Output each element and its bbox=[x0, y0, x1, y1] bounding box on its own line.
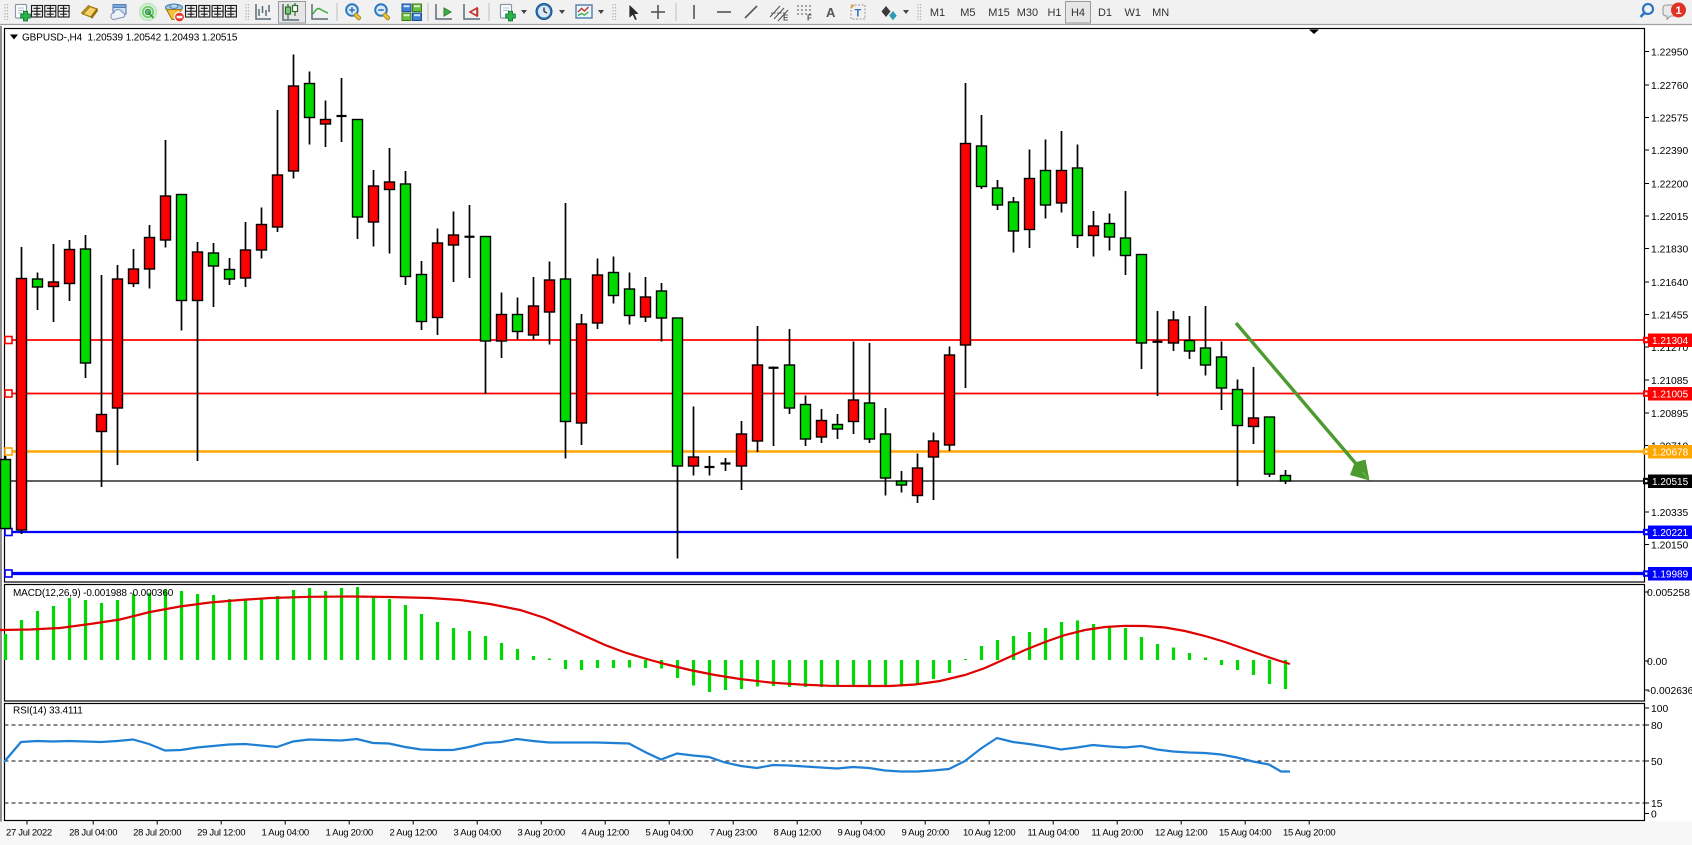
svg-text:M15: M15 bbox=[988, 7, 1009, 19]
svg-text:H1: H1 bbox=[1047, 7, 1061, 19]
svg-text:8 Aug 12:00: 8 Aug 12:00 bbox=[773, 828, 820, 839]
svg-text:29 Jul 12:00: 29 Jul 12:00 bbox=[197, 828, 245, 839]
svg-text:1.21270: 1.21270 bbox=[1651, 343, 1688, 354]
svg-text:0.00: 0.00 bbox=[1647, 657, 1667, 668]
svg-text:1.19989: 1.19989 bbox=[1652, 569, 1689, 580]
svg-text:1.22015: 1.22015 bbox=[1651, 212, 1688, 223]
svg-text:1.22760: 1.22760 bbox=[1651, 81, 1688, 92]
svg-text:1.21640: 1.21640 bbox=[1651, 278, 1688, 289]
svg-text:1.21455: 1.21455 bbox=[1651, 310, 1688, 321]
svg-text:1 Aug 20:00: 1 Aug 20:00 bbox=[325, 828, 372, 839]
svg-text:0.005258: 0.005258 bbox=[1647, 588, 1690, 599]
svg-text:15: 15 bbox=[1651, 799, 1663, 810]
svg-text:1.22575: 1.22575 bbox=[1651, 113, 1688, 124]
svg-text:1: 1 bbox=[1675, 5, 1681, 17]
svg-text:D1: D1 bbox=[1098, 7, 1112, 19]
svg-text:3 Aug 20:00: 3 Aug 20:00 bbox=[517, 828, 564, 839]
svg-text:1 Aug 04:00: 1 Aug 04:00 bbox=[261, 828, 308, 839]
svg-text:3 Aug 04:00: 3 Aug 04:00 bbox=[453, 828, 500, 839]
svg-text:10 Aug 12:00: 10 Aug 12:00 bbox=[963, 828, 1015, 839]
svg-text:MACD(12,26,9) -0.001988 -0.000: MACD(12,26,9) -0.001988 -0.000360 bbox=[13, 588, 174, 599]
svg-text:5 Aug 04:00: 5 Aug 04:00 bbox=[645, 828, 692, 839]
svg-text:E: E bbox=[783, 14, 789, 23]
svg-text:W1: W1 bbox=[1125, 7, 1142, 19]
svg-text:1.21085: 1.21085 bbox=[1651, 376, 1688, 387]
svg-text:12 Aug 12:00: 12 Aug 12:00 bbox=[1155, 828, 1207, 839]
svg-text:F: F bbox=[807, 14, 812, 23]
svg-text:100: 100 bbox=[1651, 704, 1668, 715]
svg-text:9 Aug 04:00: 9 Aug 04:00 bbox=[837, 828, 884, 839]
svg-text:1.20678: 1.20678 bbox=[1652, 447, 1689, 458]
svg-text:11 Aug 04:00: 11 Aug 04:00 bbox=[1027, 828, 1079, 839]
svg-text:1.20150: 1.20150 bbox=[1651, 540, 1688, 551]
svg-text:1.21304: 1.21304 bbox=[1652, 336, 1689, 347]
svg-text:0: 0 bbox=[1651, 809, 1657, 820]
svg-text:11 Aug 20:00: 11 Aug 20:00 bbox=[1091, 828, 1143, 839]
svg-text:27 Jul 2022: 27 Jul 2022 bbox=[6, 828, 52, 839]
svg-text:M30: M30 bbox=[1017, 7, 1038, 19]
svg-text:T: T bbox=[855, 8, 862, 20]
svg-text:RSI(14) 33.4111: RSI(14) 33.4111 bbox=[13, 706, 83, 717]
svg-text:-0.002636: -0.002636 bbox=[1647, 686, 1692, 697]
svg-text:7 Aug 23:00: 7 Aug 23:00 bbox=[709, 828, 756, 839]
svg-text:15 Aug 04:00: 15 Aug 04:00 bbox=[1219, 828, 1271, 839]
svg-text:GBPUSD-,H4 1.20539 1.20542 1.: GBPUSD-,H4 1.20539 1.20542 1.20493 1.205… bbox=[22, 33, 238, 44]
svg-text:1.21005: 1.21005 bbox=[1652, 389, 1689, 400]
svg-text:1.20895: 1.20895 bbox=[1651, 409, 1688, 420]
svg-text:28 Jul 04:00: 28 Jul 04:00 bbox=[69, 828, 117, 839]
svg-text:1.22950: 1.22950 bbox=[1651, 47, 1688, 58]
svg-text:1.22390: 1.22390 bbox=[1651, 146, 1688, 157]
svg-text:50: 50 bbox=[1651, 757, 1663, 768]
svg-text:1.22200: 1.22200 bbox=[1651, 179, 1688, 190]
svg-text:1.20335: 1.20335 bbox=[1651, 508, 1688, 519]
svg-text:80: 80 bbox=[1651, 721, 1663, 732]
svg-text:28 Jul 20:00: 28 Jul 20:00 bbox=[133, 828, 181, 839]
svg-text:1.21830: 1.21830 bbox=[1651, 244, 1688, 255]
svg-text:M5: M5 bbox=[960, 7, 975, 19]
svg-text:M1: M1 bbox=[930, 7, 945, 19]
svg-text:1.20221: 1.20221 bbox=[1652, 528, 1689, 539]
svg-text:H4: H4 bbox=[1071, 7, 1085, 19]
svg-text:A: A bbox=[826, 5, 836, 20]
svg-text:MN: MN bbox=[1152, 7, 1169, 19]
svg-text:15 Aug 20:00: 15 Aug 20:00 bbox=[1283, 828, 1335, 839]
svg-text:2 Aug 12:00: 2 Aug 12:00 bbox=[389, 828, 436, 839]
svg-text:9 Aug 20:00: 9 Aug 20:00 bbox=[901, 828, 948, 839]
svg-text:4 Aug 12:00: 4 Aug 12:00 bbox=[581, 828, 628, 839]
svg-text:1.20515: 1.20515 bbox=[1652, 477, 1689, 488]
